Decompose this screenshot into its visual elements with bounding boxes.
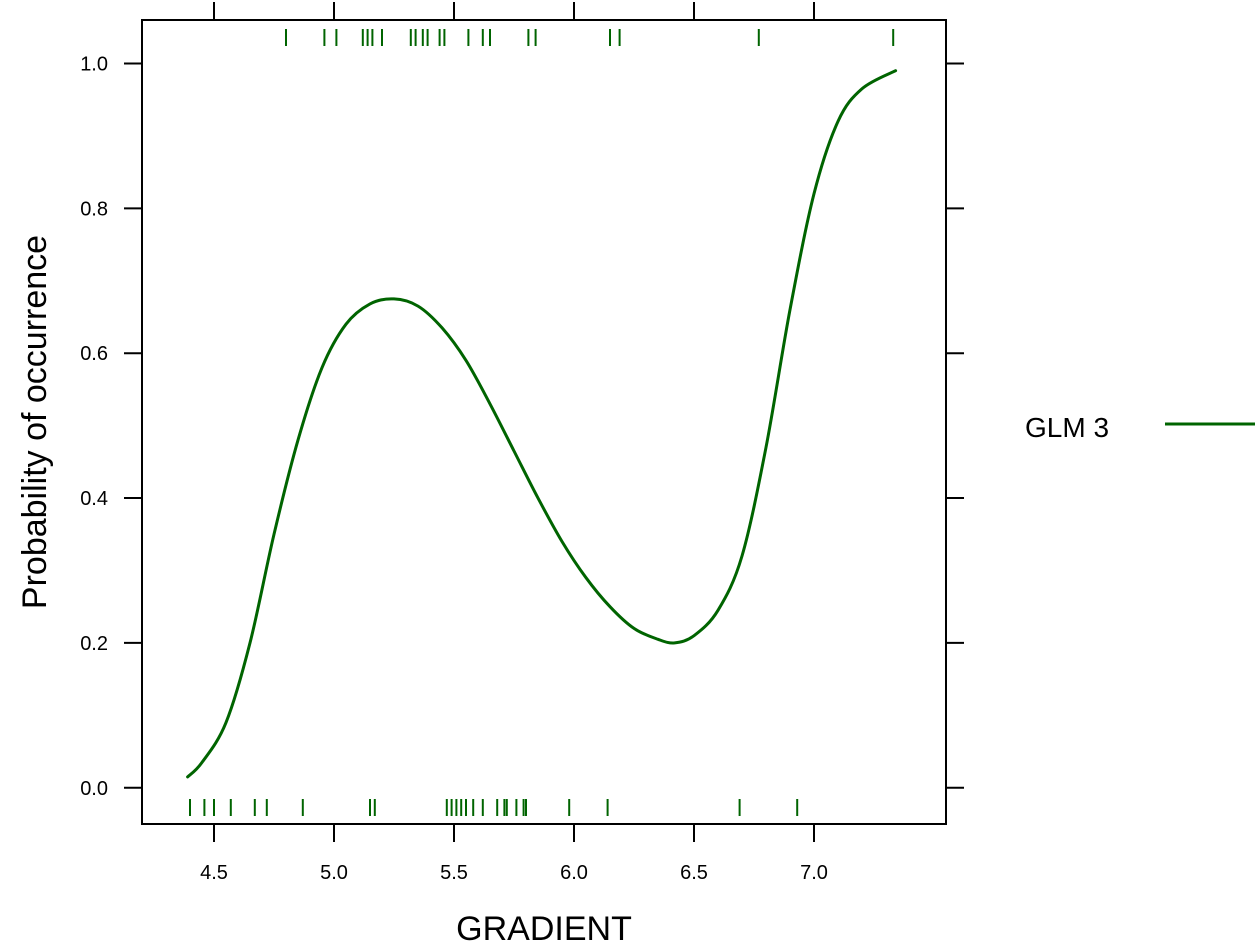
y-tick-label: 0.8	[80, 198, 108, 220]
x-tick-label: 7.0	[800, 862, 828, 884]
legend-label: GLM 3	[1025, 412, 1109, 443]
y-tick-label: 0.4	[80, 488, 108, 510]
y-tick-label: 0.2	[80, 633, 108, 655]
y-tick-label: 0.0	[80, 778, 108, 800]
x-axis-title: GRADIENT	[456, 910, 632, 948]
plot-frame	[141, 19, 947, 825]
y-axis-title: Probability of occurrence	[16, 235, 54, 609]
legend: GLM 3	[1025, 412, 1255, 443]
x-tick-label: 6.5	[680, 862, 708, 884]
x-tick-label: 4.5	[200, 862, 228, 884]
x-tick-label: 5.0	[320, 862, 348, 884]
marks-layer	[186, 29, 898, 816]
y-tick-label: 1.0	[80, 53, 108, 75]
x-tick-label: 5.5	[440, 862, 468, 884]
y-tick-label: 0.6	[80, 343, 108, 365]
ticks-layer: 4.5 5.0 5.5 6.0 6.5 7.0 0.0 0.2 0.4 0.6 0.8 1.0	[80, 2, 964, 884]
series-line-glm-3	[186, 69, 898, 779]
x-tick-label: 6.0	[560, 862, 588, 884]
